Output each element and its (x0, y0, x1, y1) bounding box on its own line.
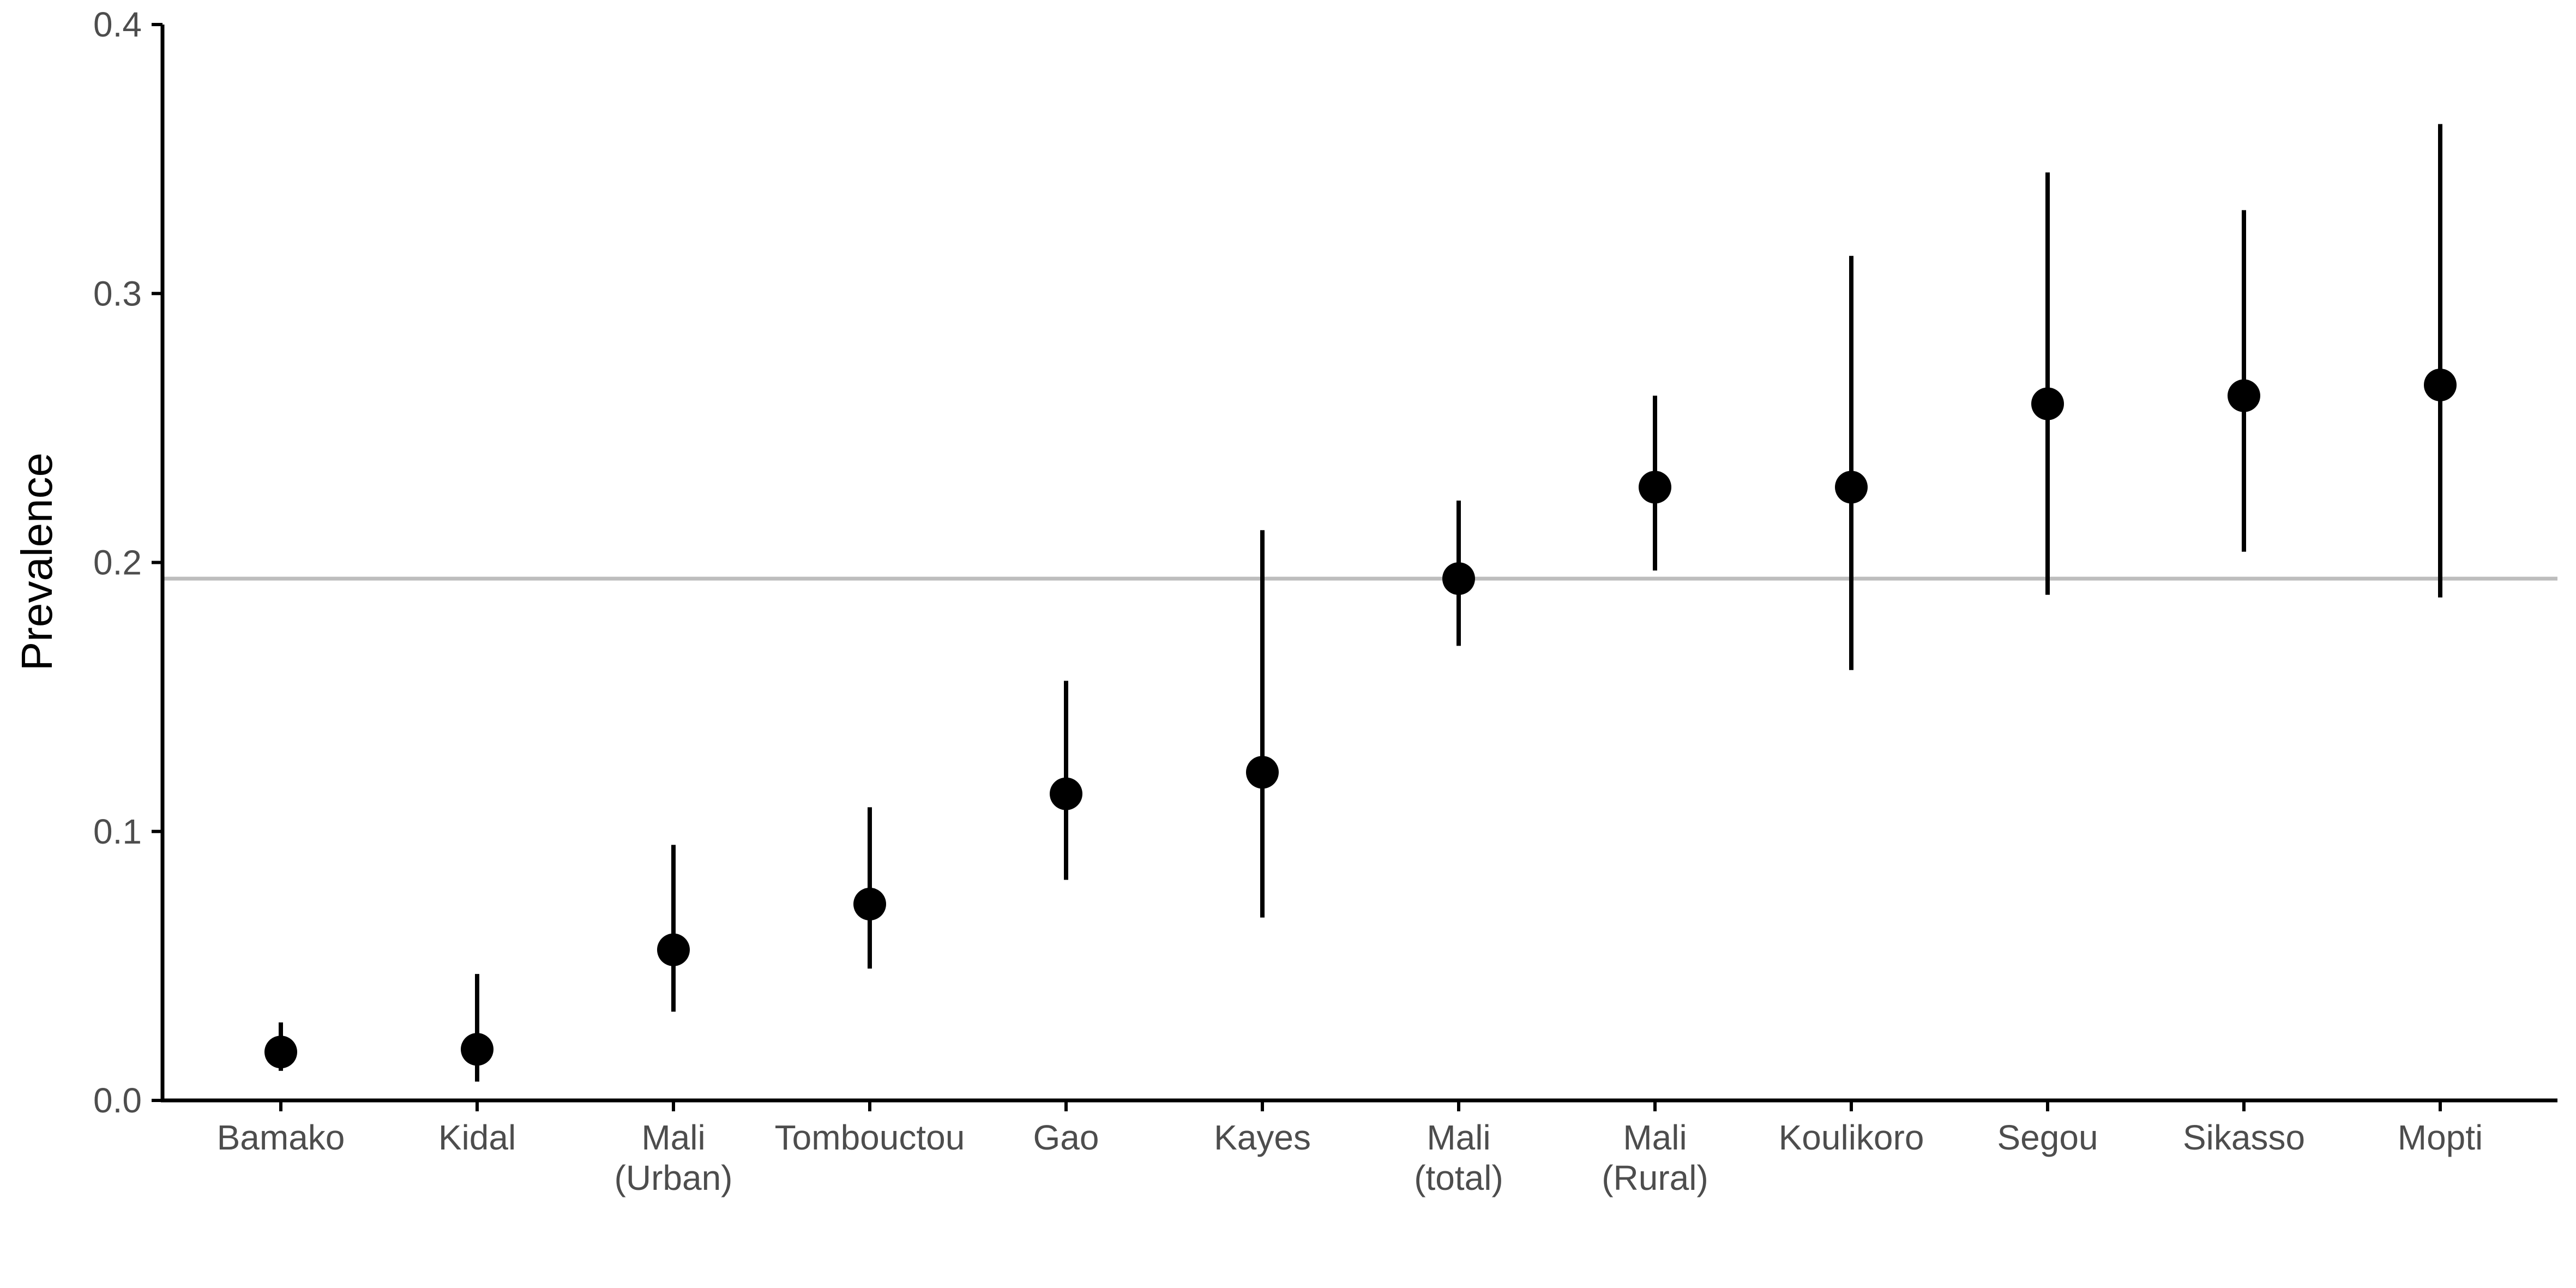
x-axis-labels: Bamako Kidal Mali (Urban) Tombouctou Gao Kayes… (217, 1118, 2483, 1197)
y-axis-title: Prevalence (13, 453, 61, 671)
data-marks (264, 124, 2457, 1082)
y-tick-label: 0.3 (93, 274, 142, 313)
y-tick-label: 0.4 (93, 5, 142, 44)
x-tick-label: Gao (1033, 1118, 1099, 1157)
x-tick-label: Segou (1997, 1118, 2098, 1157)
data-point (853, 887, 886, 920)
data-point (1050, 777, 1082, 810)
data-point (264, 1036, 297, 1069)
x-tick-label: Mali (Urban) (615, 1118, 733, 1197)
x-tick-label: Kidal (438, 1118, 516, 1157)
x-tick-label: Mali (Rural) (1602, 1118, 1708, 1197)
x-tick-label: Mopti (2398, 1118, 2483, 1157)
x-tick-label: Sikasso (2183, 1118, 2305, 1157)
x-tick-label: Mali (total) (1414, 1118, 1503, 1197)
data-point (2228, 379, 2260, 412)
axes (152, 23, 2557, 1111)
x-tick-label: Tombouctou (775, 1118, 965, 1157)
y-axis-labels: 0.0 0.1 0.2 0.3 0.4 (93, 5, 142, 1120)
data-point (2424, 368, 2457, 401)
y-tick-label: 0.1 (93, 812, 142, 851)
data-point (1835, 471, 1868, 504)
data-point (657, 933, 690, 966)
data-point (2031, 387, 2064, 420)
data-point (1246, 756, 1279, 789)
x-tick-label: Kayes (1214, 1118, 1311, 1157)
y-tick-label: 0.2 (93, 543, 142, 582)
x-tick-label: Bamako (217, 1118, 345, 1157)
x-tick-label: Koulikoro (1779, 1118, 1924, 1157)
data-point (461, 1033, 493, 1066)
data-point (1442, 562, 1475, 595)
data-point (1639, 471, 1671, 504)
y-tick-label: 0.0 (93, 1081, 142, 1120)
